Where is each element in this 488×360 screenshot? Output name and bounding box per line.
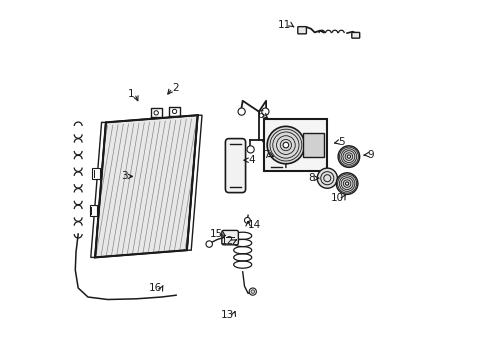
Circle shape — [261, 108, 268, 115]
Text: 6: 6 — [257, 110, 264, 120]
Circle shape — [345, 182, 348, 185]
Ellipse shape — [228, 142, 242, 189]
Text: 7: 7 — [263, 150, 269, 160]
FancyBboxPatch shape — [297, 27, 306, 34]
Text: 8: 8 — [307, 173, 314, 183]
Bar — [265, 120, 325, 170]
Circle shape — [249, 288, 256, 295]
Text: 16: 16 — [148, 283, 162, 293]
Text: 1: 1 — [128, 89, 134, 99]
Circle shape — [172, 109, 176, 113]
Polygon shape — [91, 122, 106, 257]
Circle shape — [205, 241, 212, 247]
Bar — [92, 168, 100, 179]
Text: 12: 12 — [220, 236, 233, 246]
Text: 13: 13 — [220, 310, 233, 320]
Circle shape — [244, 217, 250, 223]
Circle shape — [266, 126, 304, 164]
Circle shape — [337, 146, 359, 167]
Circle shape — [336, 173, 357, 194]
Text: 2: 2 — [172, 83, 179, 93]
Text: 11: 11 — [278, 20, 291, 30]
Circle shape — [283, 142, 288, 148]
Bar — [302, 133, 324, 157]
Polygon shape — [95, 115, 197, 257]
FancyBboxPatch shape — [351, 32, 359, 38]
Circle shape — [238, 108, 244, 115]
Text: 9: 9 — [366, 150, 373, 160]
Circle shape — [154, 111, 158, 115]
Text: 14: 14 — [247, 220, 261, 230]
Circle shape — [250, 290, 254, 293]
FancyBboxPatch shape — [225, 139, 245, 193]
Circle shape — [346, 155, 350, 158]
Text: 5: 5 — [337, 137, 344, 147]
Bar — [89, 205, 97, 216]
Bar — [264, 119, 326, 171]
Circle shape — [317, 168, 337, 188]
Text: 15: 15 — [209, 229, 223, 239]
Circle shape — [246, 146, 254, 153]
Text: 10: 10 — [330, 193, 343, 203]
Text: 4: 4 — [247, 155, 254, 165]
FancyBboxPatch shape — [222, 230, 238, 245]
Text: 3: 3 — [121, 171, 127, 181]
Polygon shape — [186, 115, 202, 250]
